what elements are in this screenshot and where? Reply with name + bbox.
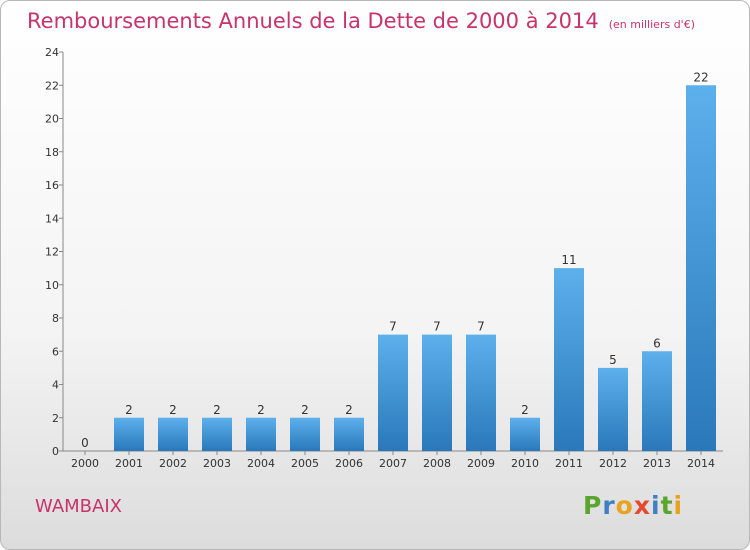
bar-2008 xyxy=(422,334,452,451)
y-tick-label: 18 xyxy=(45,146,59,159)
y-tick-label: 24 xyxy=(45,46,59,59)
bar-2007 xyxy=(378,334,408,451)
y-tick-label: 10 xyxy=(45,279,59,292)
x-tick-label: 2014 xyxy=(687,457,715,470)
x-tick-label: 2004 xyxy=(247,457,275,470)
x-tick-label: 2002 xyxy=(159,457,187,470)
x-tick-label: 2001 xyxy=(115,457,143,470)
x-tick-label: 2006 xyxy=(335,457,363,470)
bar-2010 xyxy=(510,417,540,451)
bar-2009 xyxy=(466,334,496,451)
data-label-2008: 7 xyxy=(433,320,441,334)
y-tick-label: 6 xyxy=(52,345,59,358)
x-tick-label: 2008 xyxy=(423,457,451,470)
bar-2002 xyxy=(158,417,188,451)
chart-labels: 0246810121416182022242000020012200222003… xyxy=(45,46,715,470)
proxiti-logo: Proxiti xyxy=(583,491,683,520)
data-label-2005: 2 xyxy=(301,403,309,417)
data-label-2006: 2 xyxy=(345,403,353,417)
bar-2011 xyxy=(554,268,584,451)
y-tick-label: 4 xyxy=(52,379,59,392)
bar-2004 xyxy=(246,417,276,451)
y-tick-label: 0 xyxy=(52,445,59,458)
chart-title: Remboursements Annuels de la Dette de 20… xyxy=(27,9,695,33)
x-tick-label: 2012 xyxy=(599,457,627,470)
data-label-2014: 22 xyxy=(693,70,708,84)
logo-letter: P xyxy=(583,491,603,520)
logo-letter: o xyxy=(615,491,634,520)
y-tick-label: 12 xyxy=(45,246,59,259)
data-label-2010: 2 xyxy=(521,403,529,417)
y-tick-label: 8 xyxy=(52,312,59,325)
x-tick-label: 2009 xyxy=(467,457,495,470)
logo-letter: i xyxy=(673,491,684,520)
data-label-2000: 0 xyxy=(81,436,89,450)
data-label-2003: 2 xyxy=(213,403,221,417)
bar-2014 xyxy=(686,85,716,451)
y-tick-label: 2 xyxy=(52,412,59,425)
chart-title-main: Remboursements Annuels de la Dette de 20… xyxy=(27,9,599,33)
bar-2005 xyxy=(290,417,320,451)
data-label-2013: 6 xyxy=(653,336,661,350)
data-label-2012: 5 xyxy=(609,353,617,367)
y-tick-label: 14 xyxy=(45,212,59,225)
x-tick-label: 2000 xyxy=(71,457,99,470)
x-tick-label: 2011 xyxy=(555,457,583,470)
bar-2013 xyxy=(642,351,672,451)
logo-letter: x xyxy=(633,491,651,520)
x-tick-label: 2003 xyxy=(203,457,231,470)
data-label-2002: 2 xyxy=(169,403,177,417)
chart-title-unit: (en milliers d'€) xyxy=(608,18,695,31)
data-label-2011: 11 xyxy=(561,253,576,267)
logo-letter: i xyxy=(651,491,661,520)
x-tick-label: 2005 xyxy=(291,457,319,470)
data-label-2009: 7 xyxy=(477,320,485,334)
x-tick-label: 2010 xyxy=(511,457,539,470)
x-tick-label: 2007 xyxy=(379,457,407,470)
bar-2006 xyxy=(334,417,364,451)
logo-letter: t xyxy=(660,491,674,520)
bar-2001 xyxy=(114,417,144,451)
data-label-2007: 7 xyxy=(389,320,397,334)
bar-2012 xyxy=(598,367,628,451)
logo-letter: r xyxy=(602,491,616,520)
bar-2003 xyxy=(202,417,232,451)
chart-bars xyxy=(114,85,716,451)
x-tick-label: 2013 xyxy=(643,457,671,470)
y-tick-label: 16 xyxy=(45,179,59,192)
data-label-2001: 2 xyxy=(125,403,133,417)
location-label: WAMBAIX xyxy=(35,496,122,517)
y-tick-label: 20 xyxy=(45,113,59,126)
data-label-2004: 2 xyxy=(257,403,265,417)
y-tick-label: 22 xyxy=(45,79,59,92)
